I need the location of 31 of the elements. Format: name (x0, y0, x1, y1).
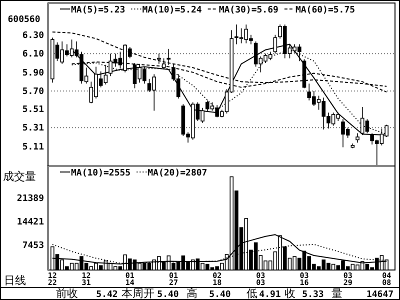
y-tick-label: 5.51 (22, 104, 44, 115)
legend-label: MA(10)=5.24 (142, 6, 202, 16)
text: 4.91 (259, 290, 281, 300)
legend-label: MA(5)=5.23 (71, 6, 126, 16)
y-tick-label: 5.90 (22, 68, 44, 78)
text: 600560 (8, 15, 40, 25)
legend-label: MA(30)=5.69 (218, 6, 278, 16)
text: 14647 (366, 290, 394, 300)
legend-label: MA(10)=2555 (71, 168, 131, 178)
y-tick-label: 5.11 (22, 142, 44, 152)
text: 高 (186, 287, 198, 300)
text: 前收 (56, 287, 78, 300)
text: 本周开 (122, 287, 154, 300)
y-tick-label: 5.70 (22, 87, 44, 98)
legend-label: MA(60)=5.75 (295, 6, 356, 16)
text: 低 (246, 287, 258, 300)
y-tick-label: 6.30 (22, 30, 44, 41)
y-axis-title: 成交量 (3, 170, 36, 183)
text: 收 (284, 287, 296, 300)
y-tick-label: 5.31 (22, 124, 44, 134)
text: 5.33 (302, 290, 324, 300)
y-tick-label: 7453 (22, 240, 44, 251)
y-tick-label: 6.10 (22, 50, 44, 60)
text: 5.40 (157, 290, 179, 300)
text: 量 (332, 287, 342, 300)
legend-label: MA(20)=2807 (148, 168, 208, 178)
y-tick-label: 14421 (16, 217, 44, 228)
text: 5.42 (96, 290, 118, 300)
text: 日线 (4, 274, 26, 287)
y-tick-label: 21389 (16, 194, 44, 204)
text: 5.40 (209, 290, 231, 300)
